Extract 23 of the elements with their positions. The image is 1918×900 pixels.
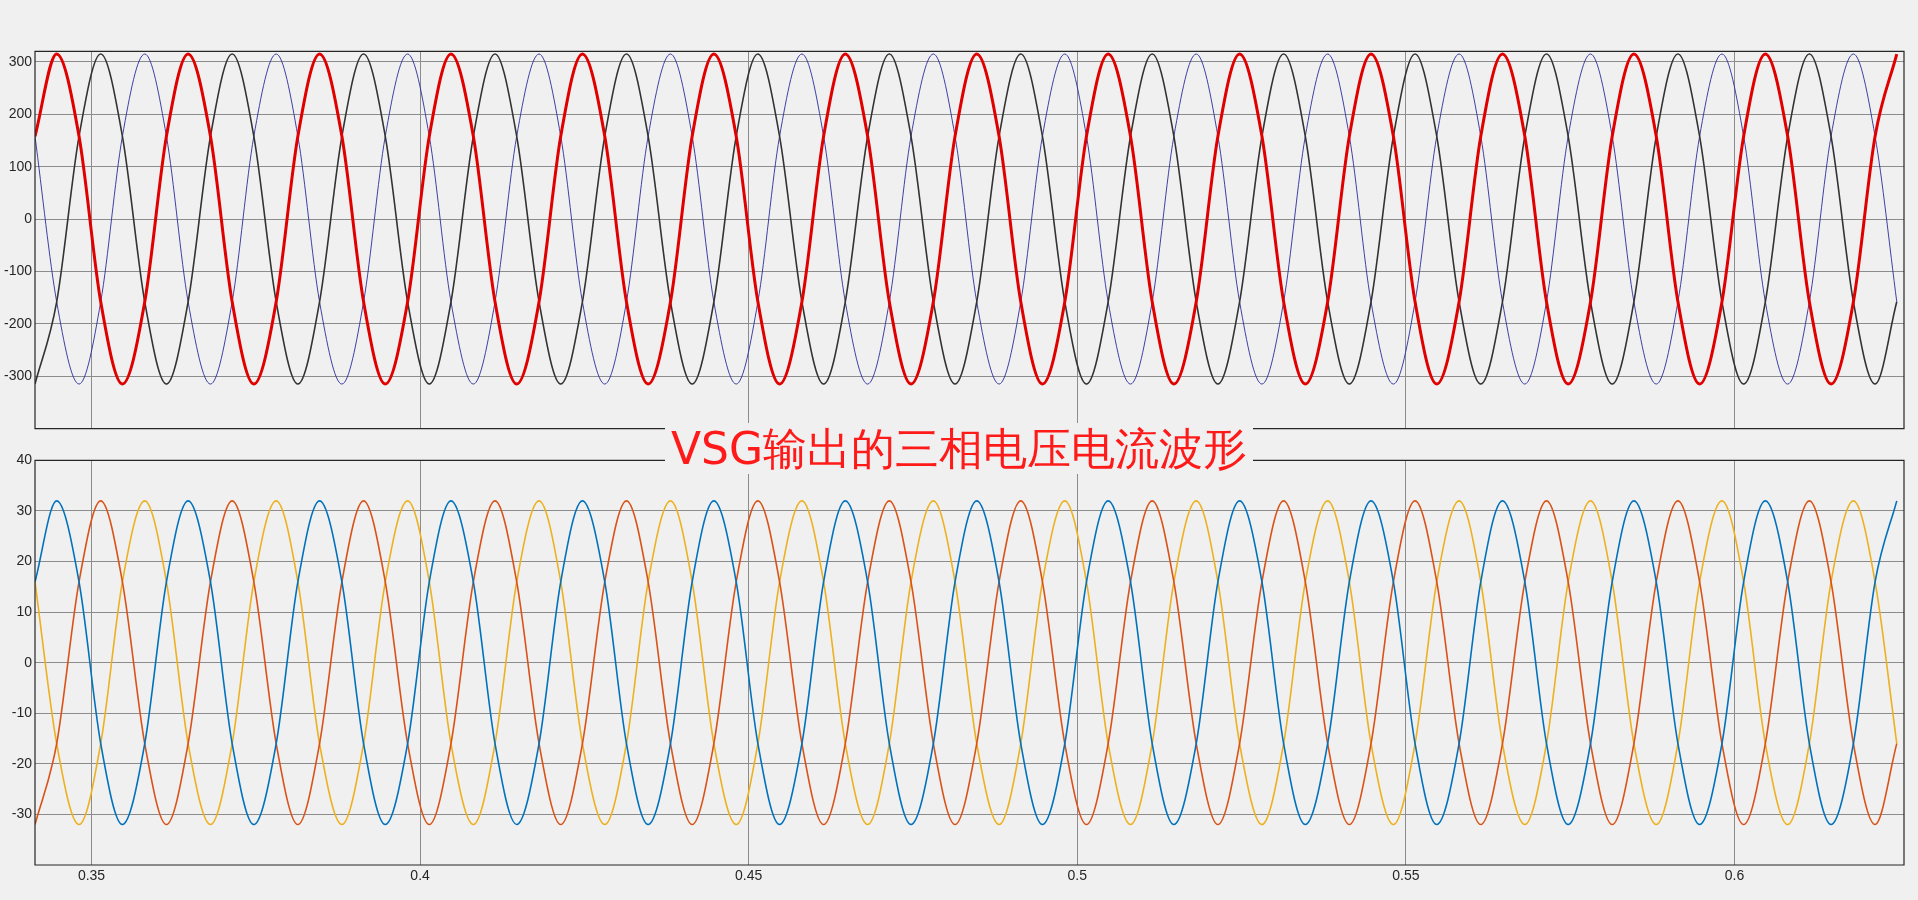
y-tick-label: -300	[3, 367, 33, 384]
y-tick-label: 200	[8, 105, 33, 122]
y-tick-label: 0	[24, 653, 33, 670]
x-tick-label: 0.55	[1392, 867, 1420, 884]
y-tick-label: -30	[11, 805, 33, 822]
x-tick-label: 0.4	[410, 867, 431, 884]
y-tick-label: -200	[3, 314, 33, 331]
y-tick-label: 100	[8, 157, 33, 174]
y-tick-label: 40	[16, 451, 33, 468]
y-tick-label: 30	[16, 501, 33, 518]
y-tick-label: 0	[24, 209, 33, 226]
y-tick-label: -10	[11, 704, 33, 721]
y-tick-label: 300	[8, 52, 33, 69]
y-tick-label: 20	[16, 552, 33, 569]
chart-title: VSG输出的三相电压电流波形	[664, 423, 1254, 474]
x-tick-label: 0.5	[1067, 867, 1088, 884]
x-tick-label: 0.35	[77, 867, 106, 884]
x-tick-label: 0.45	[735, 867, 763, 884]
y-tick-label: -20	[11, 754, 33, 771]
line-series	[35, 500, 1898, 826]
x-tick-label: 0.6	[1724, 867, 1745, 884]
y-tick-label: 10	[16, 602, 33, 619]
y-tick-label: -100	[3, 262, 33, 279]
